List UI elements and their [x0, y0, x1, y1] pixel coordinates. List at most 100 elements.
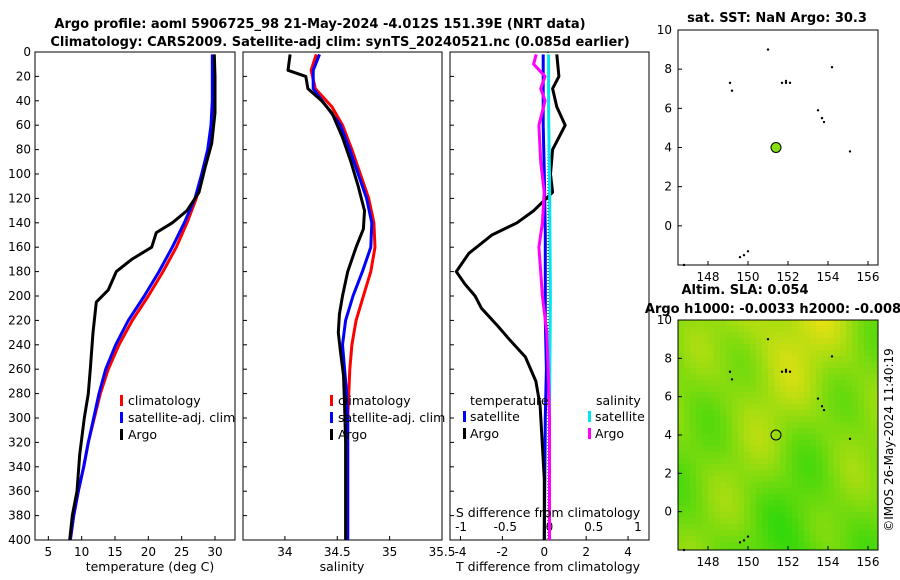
x-tick-label: 4	[624, 545, 632, 559]
sla-cell	[720, 548, 726, 550]
sla-cell	[786, 362, 792, 368]
sla-cell	[726, 380, 732, 386]
sla-cell	[690, 344, 696, 350]
sla-cell	[762, 386, 768, 392]
sla-cell	[804, 458, 810, 464]
legend-swatch-satellite	[330, 412, 333, 423]
sla-cell	[696, 350, 702, 356]
sla-cell	[828, 386, 834, 392]
sla-cell	[744, 542, 750, 548]
sla-cell	[744, 524, 750, 530]
sla-cell	[816, 494, 822, 500]
sla-cell	[792, 344, 798, 350]
map-y-tick-label: 0	[664, 505, 672, 519]
sla-cell	[696, 338, 702, 344]
sla-cell	[858, 386, 864, 392]
sla-cell	[714, 332, 720, 338]
sla-cell	[816, 398, 822, 404]
sla-cell	[828, 398, 834, 404]
sla-cell	[798, 536, 804, 542]
imos-credit: ©IMOS 26-May-2024 11:40:19	[882, 348, 896, 532]
map-x-tick-label: 148	[697, 555, 720, 569]
sla-cell	[726, 518, 732, 524]
series-satellite-adj-clim	[68, 54, 214, 541]
sla-cell	[840, 428, 846, 434]
sla-cell	[876, 356, 878, 362]
sla-cell	[792, 422, 798, 428]
sla-cell	[774, 410, 780, 416]
sla-cell	[756, 488, 762, 494]
sla-cell	[732, 380, 738, 386]
sla-cell	[762, 434, 768, 440]
map-y-tick-label: 8	[664, 351, 672, 365]
sla-cell	[786, 452, 792, 458]
sla-cell	[756, 548, 762, 550]
sla-cell	[798, 530, 804, 536]
sla-cell	[840, 338, 846, 344]
sla-cell	[768, 368, 774, 374]
sla-cell	[756, 374, 762, 380]
sla-cell	[834, 446, 840, 452]
sla-cell	[858, 380, 864, 386]
sla-cell	[708, 362, 714, 368]
sla-cell	[780, 488, 786, 494]
sla-cell	[786, 512, 792, 518]
sla-cell	[696, 452, 702, 458]
legend-s-argo: Argo	[595, 426, 624, 441]
sla-cell	[702, 488, 708, 494]
sla-cell	[798, 446, 804, 452]
sla-cell	[750, 452, 756, 458]
sla-cell	[780, 500, 786, 506]
sla-cell	[840, 476, 846, 482]
sla-cell	[876, 488, 878, 494]
sla-cell	[876, 404, 878, 410]
x-tick-label: 25	[174, 545, 189, 559]
sla-cell	[714, 440, 720, 446]
sla-cell	[756, 530, 762, 536]
sla-cell	[834, 320, 840, 326]
sla-cell	[768, 506, 774, 512]
sla-cell	[798, 458, 804, 464]
sla-cell	[876, 500, 878, 506]
sla-cell	[810, 524, 816, 530]
sla-cell	[816, 446, 822, 452]
sla-cell	[804, 494, 810, 500]
sla-cell	[798, 518, 804, 524]
sla-cell	[792, 470, 798, 476]
sla-cell	[684, 542, 690, 548]
sla-cell	[822, 452, 828, 458]
sla-cell	[744, 494, 750, 500]
sla-cell	[798, 392, 804, 398]
sla-cell	[798, 512, 804, 518]
sla-cell	[858, 416, 864, 422]
sst-title: sat. SST: NaN Argo: 30.3	[687, 11, 867, 26]
sla-cell	[750, 518, 756, 524]
sla-cell	[876, 392, 878, 398]
sla-cell	[750, 506, 756, 512]
sla-cell	[786, 380, 792, 386]
sla-cell	[810, 452, 816, 458]
sla-cell	[846, 332, 852, 338]
sla-cell	[840, 506, 846, 512]
sla-cell	[852, 422, 858, 428]
difference-xlabel: T difference from climatology	[455, 559, 641, 574]
series-t-argo	[454, 54, 567, 540]
x2-tick-label: -0.5	[494, 520, 517, 534]
sla-cell	[816, 404, 822, 410]
sla-cell	[714, 476, 720, 482]
x2-tick-label: 0.5	[584, 520, 603, 534]
sla-cell	[846, 446, 852, 452]
sla-cell	[822, 530, 828, 536]
sla-cell	[768, 326, 774, 332]
y-tick-label: 220	[8, 313, 31, 327]
sla-cell	[810, 494, 816, 500]
sla-cell	[720, 542, 726, 548]
sla-cell	[744, 374, 750, 380]
sla-cell	[828, 488, 834, 494]
sla-cell	[780, 524, 786, 530]
sla-cell	[756, 524, 762, 530]
sla-cell	[834, 440, 840, 446]
sla-cell	[696, 344, 702, 350]
sla-cell	[792, 374, 798, 380]
sla-cell	[798, 416, 804, 422]
